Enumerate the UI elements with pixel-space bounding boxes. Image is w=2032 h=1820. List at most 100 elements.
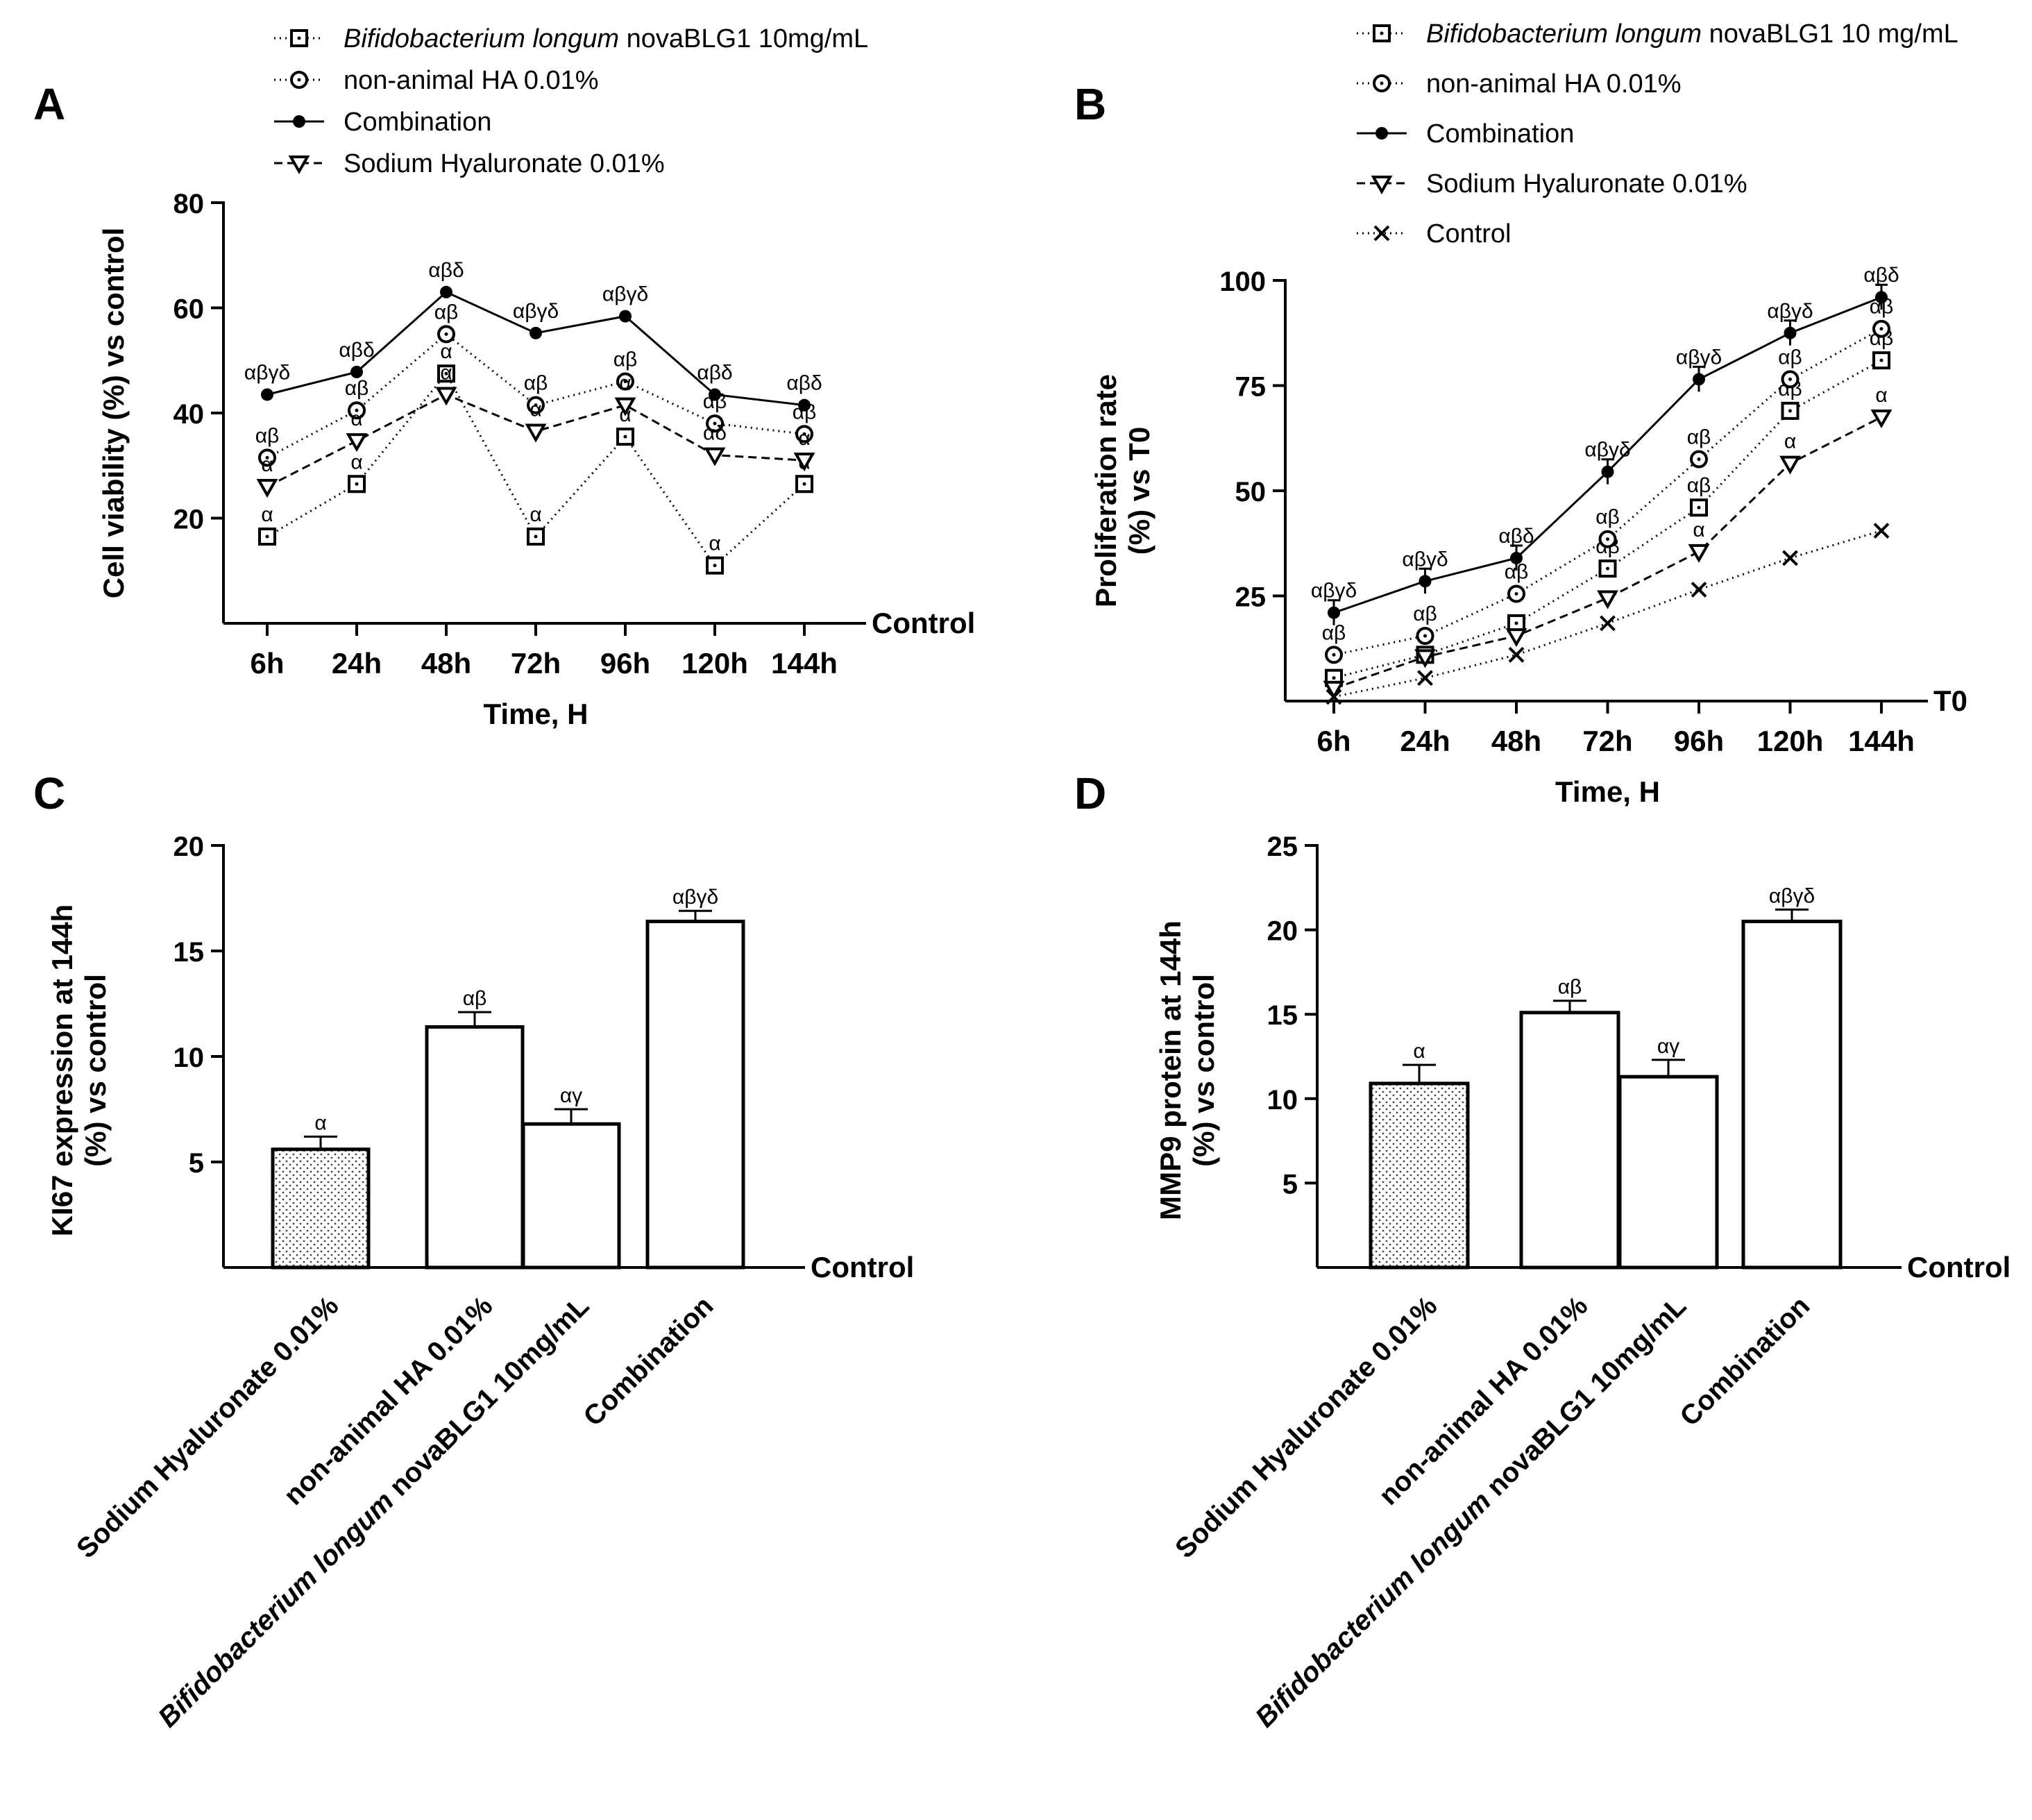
significance-label: α <box>798 427 810 450</box>
y-tick-label: 20 <box>173 505 205 535</box>
category-label: Sodium Hyaluronate 0.01% <box>71 1290 344 1564</box>
data-point <box>1597 590 1618 609</box>
legend-marker-b <box>1373 225 1390 242</box>
significance-label: αβ <box>1558 976 1582 999</box>
data-point <box>709 388 721 401</box>
significance-label: αβγδ <box>602 283 648 306</box>
panel-letter: B <box>1074 79 1106 129</box>
significance-label: αγ <box>560 1084 582 1107</box>
data-point <box>256 479 278 498</box>
data-point-b <box>1691 581 1707 598</box>
legend-marker-center <box>297 78 301 82</box>
legend-entry-text: non-animal HA 0.01% <box>344 66 599 95</box>
y-tick-label: 50 <box>1235 477 1267 507</box>
significance-label: α <box>440 361 452 384</box>
data-point <box>798 398 811 412</box>
significance-label: αβγδ <box>1584 439 1630 462</box>
panel-letter: A <box>33 79 65 129</box>
x-tick-label: 48h <box>421 647 471 680</box>
data-point <box>1688 544 1710 563</box>
x-tick-label: 72h <box>511 647 561 680</box>
category-label-italic: Bifidobacterium longum <box>153 1486 400 1733</box>
x-tick-label: 72h <box>1582 725 1632 757</box>
significance-label: αβγδ <box>1769 884 1815 907</box>
significance-label: αβδ <box>697 361 732 384</box>
y-tick-label: 10 <box>1267 1085 1298 1115</box>
data-point-center <box>1606 537 1609 541</box>
data-point <box>1323 680 1345 700</box>
significance-label: αβ <box>613 348 638 371</box>
significance-label: α <box>709 532 720 555</box>
bar <box>1741 919 1843 1270</box>
data-point-center <box>444 332 448 336</box>
bar <box>1519 1011 1620 1270</box>
significance-label: αβδ <box>1863 264 1899 287</box>
legend-entry-text: Sodium Hyaluronate 0.01% <box>344 149 665 178</box>
data-point <box>525 423 547 443</box>
significance-label: αβδ <box>786 372 822 395</box>
significance-label: αβδ <box>339 339 374 362</box>
category-label: Sodium Hyaluronate 0.01% <box>1169 1290 1443 1564</box>
category-label: Bifidobacterium longum novaBLG1 10mg/mL <box>153 1290 595 1733</box>
panel-c: C 5 10 15 20 Control KI67 expression at 144h(%… <box>33 768 914 1733</box>
y-tick-label: 5 <box>189 1148 204 1179</box>
significance-label: α <box>530 503 541 526</box>
significance-label: αβ <box>463 987 487 1010</box>
x-tick-label: 6h <box>1316 725 1351 757</box>
significance-label: α <box>1784 430 1796 453</box>
significance-label: αβ <box>1687 426 1711 449</box>
legend-entry: Combination <box>344 108 491 137</box>
significance-label: αβ <box>1413 603 1437 625</box>
legend-entry: non-animal HA 0.01% <box>344 66 599 95</box>
data-point-b <box>1417 670 1433 686</box>
y-axis-label-line: Proliferation rate <box>1090 374 1122 607</box>
legend-entry-italic: Bifidobacterium longum <box>1426 19 1702 49</box>
data-point <box>346 433 368 453</box>
y-tick-label: 20 <box>173 832 205 862</box>
data-point <box>1779 455 1801 475</box>
legend-entry-text: Combination <box>1426 119 1574 149</box>
category-label-text: Combination <box>577 1290 719 1432</box>
significance-label: αβγδ <box>1311 580 1357 603</box>
series-4 <box>1326 523 1890 705</box>
significance-label: αβ <box>1778 346 1802 369</box>
legend-marker-center <box>1380 31 1384 35</box>
data-point <box>350 365 363 378</box>
legend-marker-center <box>297 36 301 40</box>
data-point-center <box>1606 566 1609 571</box>
y-axis-label: Proliferation rate(%) vs T0 <box>1090 374 1155 607</box>
x-tick-label: 120h <box>1757 725 1824 757</box>
y-axis-label: MMP9 protein at 144h(%) vs control <box>1154 920 1220 1220</box>
significance-label: αδ <box>703 422 727 445</box>
y-tick-label: 10 <box>173 1043 205 1073</box>
y-tick-label: 15 <box>173 937 205 968</box>
data-point <box>1693 373 1705 386</box>
data-point-center <box>713 564 717 568</box>
data-point <box>619 310 632 323</box>
data-point <box>1414 649 1436 668</box>
data-point-b <box>1873 523 1890 539</box>
legend-entry: Combination <box>1426 119 1574 149</box>
bar <box>645 919 745 1270</box>
category-label-italic: Bifidobacterium longum <box>1250 1486 1497 1733</box>
data-point <box>261 388 273 401</box>
category-label-text: Combination <box>1674 1290 1815 1432</box>
data-point-center <box>713 421 717 425</box>
data-point-center <box>355 408 359 412</box>
y-tick-label: 20 <box>1267 916 1298 947</box>
data-point-center <box>355 482 359 486</box>
y-axis-label-line: KI67 expression at 144h <box>46 904 78 1237</box>
y-tick-label: 25 <box>1267 832 1298 862</box>
data-point-center <box>444 371 448 376</box>
bar <box>425 1025 525 1270</box>
significance-label: αβ <box>524 372 548 395</box>
x-tick-label: 48h <box>1491 725 1541 757</box>
legend-entry: Bifidobacterium longum novaBLG1 10mg/mL <box>344 24 868 53</box>
data-point <box>530 326 542 339</box>
data-point-b <box>1508 646 1525 663</box>
panel-b: B Bifidobacterium longum novaBLG1 10 mg/m… <box>1074 19 1967 808</box>
panel-letter: D <box>1074 768 1106 818</box>
legend-entry-text: novaBLG1 10mg/mL <box>619 24 868 53</box>
y-tick-label: 25 <box>1235 582 1267 613</box>
